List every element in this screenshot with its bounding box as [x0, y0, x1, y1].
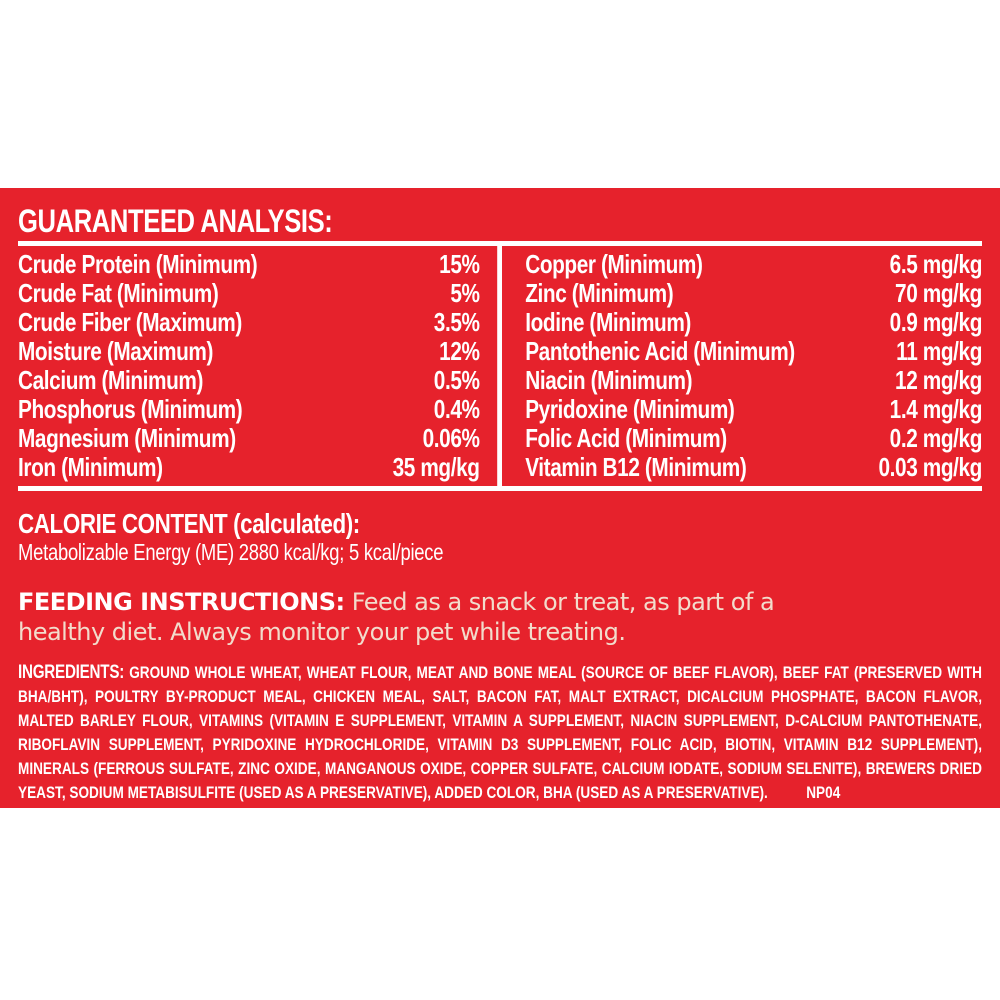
ga-row: Crude Fiber (Maximum) 3.5%	[18, 308, 480, 337]
label-content: GUARANTEED ANALYSIS: Crude Protein (Mini…	[0, 188, 1000, 805]
calorie-content-section: CALORIE CONTENT (calculated): Metaboliza…	[18, 508, 982, 566]
ga-nutrient-label: Copper (Minimum)	[525, 249, 703, 279]
ga-row: Zinc (Minimum) 70 mg/kg	[525, 279, 982, 308]
ga-column-divider	[497, 246, 502, 486]
ga-nutrient-label: Folic Acid (Minimum)	[525, 423, 727, 453]
ga-nutrient-label: Niacin (Minimum)	[525, 365, 693, 395]
ga-row: Crude Protein (Minimum) 15%	[18, 250, 480, 279]
ga-value: 0.2 mg/kg	[889, 423, 983, 453]
ga-nutrient-label: Crude Fat (Minimum)	[18, 278, 219, 308]
ga-value: 1.4 mg/kg	[889, 394, 983, 424]
ga-row: Niacin (Minimum) 12 mg/kg	[525, 366, 982, 395]
ga-nutrient-label: Phosphorus (Minimum)	[18, 394, 243, 424]
calorie-content-heading: CALORIE CONTENT (calculated):	[18, 508, 360, 539]
ga-row: Pyridoxine (Minimum) 1.4 mg/kg	[525, 395, 982, 424]
ga-row: Vitamin B12 (Minimum) 0.03 mg/kg	[525, 453, 982, 482]
ga-nutrient-label: Iodine (Minimum)	[525, 307, 691, 337]
ga-column-left: Crude Protein (Minimum) 15% Crude Fat (Min…	[18, 246, 480, 486]
ga-row: Copper (Minimum) 6.5 mg/kg	[525, 250, 982, 279]
ga-nutrient-label: Calcium (Minimum)	[18, 365, 204, 395]
guaranteed-analysis-table: Crude Protein (Minimum) 15% Crude Fat (Min…	[18, 241, 982, 491]
ga-value: 3.5%	[433, 307, 480, 337]
ga-nutrient-label: Crude Protein (Minimum)	[18, 249, 258, 279]
ga-value: 12%	[439, 336, 480, 366]
ga-row: Pantothenic Acid (Minimum) 11 mg/kg	[525, 337, 982, 366]
calorie-content-body: Metabolizable Energy (ME) 2880 kcal/kg; …	[18, 539, 444, 565]
ga-value: 0.4%	[433, 394, 480, 424]
ga-value: 0.06%	[422, 423, 480, 453]
ingredients-heading: INGREDIENTS:	[18, 662, 125, 683]
ga-nutrient-label: Pantothenic Acid (Minimum)	[525, 336, 795, 366]
ga-row: Calcium (Minimum) 0.5%	[18, 366, 480, 395]
ingredients-body: GROUND WHOLE WHEAT, WHEAT FLOUR, MEAT AN…	[18, 663, 982, 802]
ga-value: 5%	[450, 278, 480, 308]
ga-row: Moisture (Maximum) 12%	[18, 337, 480, 366]
guaranteed-analysis-section: GUARANTEED ANALYSIS: Crude Protein (Mini…	[18, 203, 982, 491]
ga-nutrient-label: Pyridoxine (Minimum)	[525, 394, 735, 424]
ga-value: 0.03 mg/kg	[878, 452, 982, 482]
ga-nutrient-label: Zinc (Minimum)	[525, 278, 674, 308]
ingredients-section: INGREDIENTS: GROUND WHOLE WHEAT, WHEAT F…	[18, 661, 982, 805]
ga-value: 15%	[439, 249, 480, 279]
ga-row: Iodine (Minimum) 0.9 mg/kg	[525, 308, 982, 337]
nutrition-label-panel: GUARANTEED ANALYSIS: Crude Protein (Mini…	[0, 188, 1000, 808]
ga-row: Phosphorus (Minimum) 0.4%	[18, 395, 480, 424]
ingredients-product-code: NP04	[806, 783, 841, 802]
ga-column-right: Copper (Minimum) 6.5 mg/kg Zinc (Minimum) 7…	[502, 246, 982, 486]
ga-nutrient-label: Crude Fiber (Maximum)	[18, 307, 242, 337]
ga-value: 12 mg/kg	[895, 365, 982, 395]
ga-row: Magnesium (Minimum) 0.06%	[18, 424, 480, 453]
ga-value: 35 mg/kg	[392, 452, 480, 482]
feeding-instructions-section: FEEDING INSTRUCTIONS: Feed as a snack or…	[18, 587, 818, 647]
ga-value: 0.9 mg/kg	[889, 307, 983, 337]
feeding-instructions-heading: FEEDING INSTRUCTIONS:	[18, 588, 345, 616]
ga-nutrient-label: Magnesium (Minimum)	[18, 423, 236, 453]
feeding-instructions-body: Feed as a snack or treat, as part of a h…	[18, 588, 775, 646]
ga-nutrient-label: Moisture (Maximum)	[18, 336, 214, 366]
ga-value: 70 mg/kg	[895, 278, 982, 308]
ga-nutrient-label: Iron (Minimum)	[18, 452, 163, 482]
ga-value: 0.5%	[433, 365, 480, 395]
ga-nutrient-label: Vitamin B12 (Minimum)	[525, 452, 747, 482]
ga-row: Iron (Minimum) 35 mg/kg	[18, 453, 480, 482]
ga-row: Folic Acid (Minimum) 0.2 mg/kg	[525, 424, 982, 453]
ga-row: Crude Fat (Minimum) 5%	[18, 279, 480, 308]
guaranteed-analysis-heading: GUARANTEED ANALYSIS:	[18, 203, 333, 239]
ga-value: 11 mg/kg	[896, 336, 982, 366]
ga-value: 6.5 mg/kg	[889, 249, 983, 279]
